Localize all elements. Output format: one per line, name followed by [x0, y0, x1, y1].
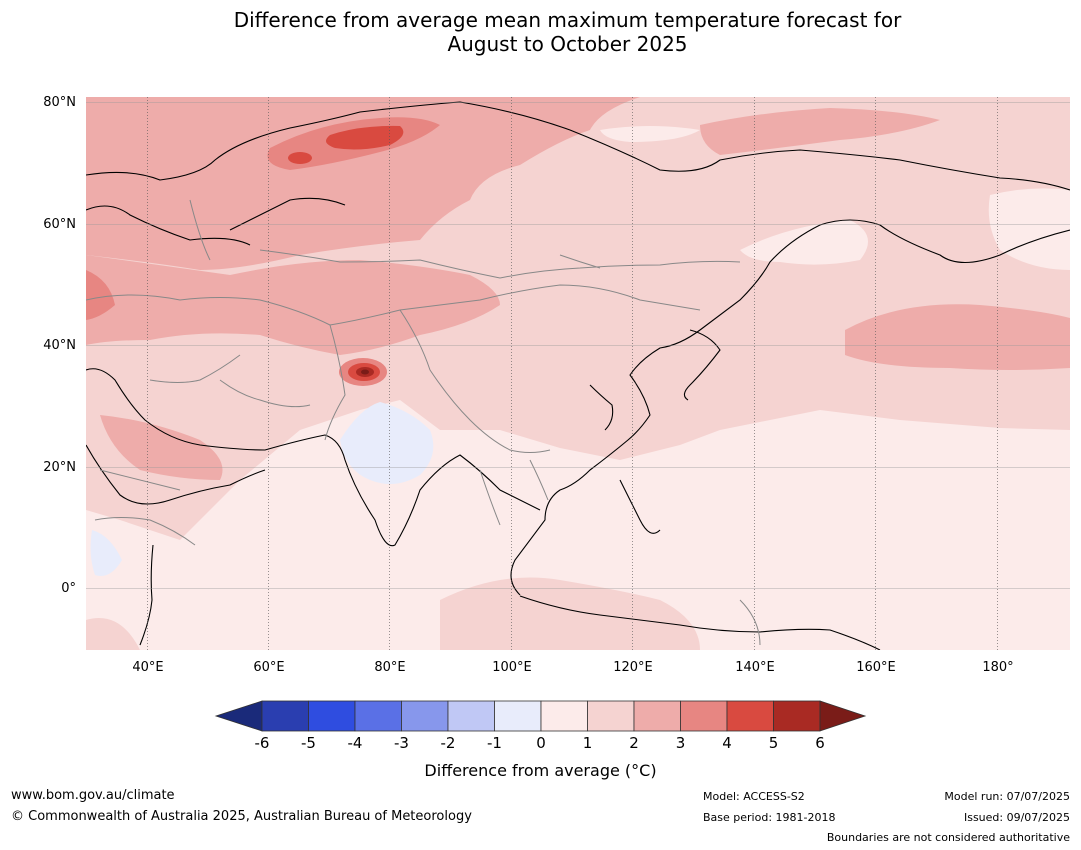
lon-label-80e: 80°E	[374, 660, 406, 675]
colorbar-swatch	[494, 700, 542, 732]
anomaly-region-0to1-kamchatka	[740, 220, 868, 265]
lon-label-60e: 60°E	[253, 660, 285, 675]
lat-label-0: 0°	[61, 581, 76, 596]
colorbar-swatch	[447, 700, 495, 732]
anomaly-region-2to3-pacific	[845, 304, 1070, 370]
anomaly-region-2to3-siberia	[86, 97, 640, 270]
lat-label-20n: 20°N	[43, 460, 76, 475]
colorbar-tick-label: 5	[768, 734, 779, 752]
footer-base-period: Base period: 1981-2018	[703, 811, 836, 824]
anomaly-region-cool-india	[340, 402, 434, 484]
colorbar-tick-label: -4	[347, 734, 363, 752]
colorbar-tick-label: -6	[254, 734, 270, 752]
lon-label-120e: 120°E	[613, 660, 653, 675]
lon-label-40e: 40°E	[132, 660, 164, 675]
anomaly-region-cool-africa	[90, 530, 122, 576]
gridlines	[86, 97, 1070, 650]
title-line-1: Difference from average mean maximum tem…	[233, 8, 902, 32]
colorbar-swatch	[633, 700, 681, 732]
lon-label-180: 180°	[982, 660, 1014, 675]
lat-label-40n: 40°N	[43, 338, 76, 353]
anomaly-region-3to4-west	[86, 270, 115, 320]
anomaly-region-2to3-arctic-east	[700, 108, 940, 155]
coastlines	[86, 101, 1070, 650]
footer-copyright: © Commonwealth of Australia 2025, Austra…	[11, 809, 472, 824]
anomaly-region-1to2-sw	[86, 618, 140, 650]
colorbar-tick-label: -1	[487, 734, 502, 752]
colorbar-extend-low	[214, 700, 263, 732]
colorbar-tick-label: 1	[582, 734, 593, 752]
colorbar-swatch	[261, 700, 309, 732]
colorbar-tick-label: -5	[301, 734, 316, 752]
colorbar-swatch	[401, 700, 449, 732]
colorbar-tick-label: 2	[629, 734, 639, 752]
footer-model: Model: ACCESS-S2	[703, 790, 805, 803]
footer-url[interactable]: www.bom.gov.au/climate	[11, 788, 175, 803]
lon-label-140e: 140°E	[735, 660, 775, 675]
footer-issued: Issued: 09/07/2025	[963, 811, 1070, 824]
lat-label-80n: 80°N	[43, 95, 76, 110]
country-borders	[86, 199, 761, 646]
colorbar-swatch	[773, 700, 821, 732]
colorbar-label: Difference from average (°C)	[424, 761, 657, 780]
lon-label-100e: 100°E	[492, 660, 532, 675]
anomaly-region-0to1-arctic	[600, 126, 700, 142]
colorbar-tick-label: 0	[536, 734, 546, 752]
anomaly-region-4to5-scandinavia	[326, 125, 404, 150]
colorbar-swatch	[540, 700, 588, 732]
colorbar-swatch	[308, 700, 356, 732]
anomaly-region-1to2-south	[440, 577, 700, 650]
colorbar-tick-label: 3	[675, 734, 686, 752]
anomaly-region-2to3-gulf	[100, 415, 223, 480]
footer-model-run: Model run: 07/07/2025	[944, 790, 1070, 803]
colorbar-swatch	[726, 700, 774, 732]
anomaly-hotspot-core	[361, 369, 369, 375]
colorbar-swatch	[354, 700, 402, 732]
lat-label-60n: 60°N	[43, 217, 76, 232]
colorbar-tick-label: -3	[394, 734, 409, 752]
colorbar-extend-high	[819, 700, 867, 732]
anomaly-region-4to5-nw	[288, 152, 312, 164]
anomaly-field	[86, 97, 1070, 650]
colorbar-tick-label: 6	[815, 734, 825, 752]
map-title: Difference from average mean maximum tem…	[0, 8, 1081, 56]
colorbar-swatch	[587, 700, 635, 732]
footer-boundaries: Boundaries are not considered authoritat…	[826, 831, 1070, 844]
colorbar-tick-label: -2	[440, 734, 456, 752]
colorbar	[214, 700, 867, 732]
anomaly-region-2to3-central	[86, 255, 500, 355]
anomaly-region-0to1-east	[988, 188, 1070, 270]
lon-label-160e: 160°E	[856, 660, 896, 675]
colorbar-tick-label: 4	[722, 734, 732, 752]
title-line-2: August to October 2025	[447, 32, 688, 56]
colorbar-swatch	[680, 700, 728, 732]
